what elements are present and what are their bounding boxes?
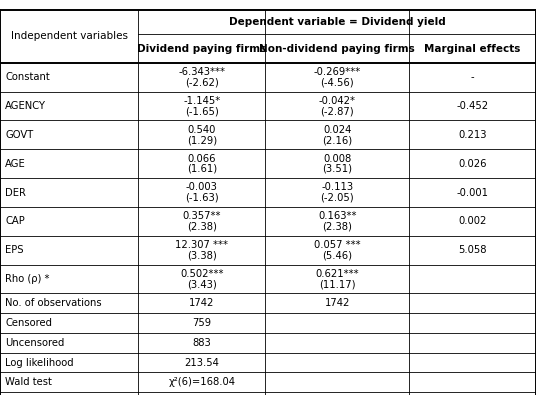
Text: (11.17): (11.17): [319, 279, 355, 289]
Text: CAP: CAP: [5, 216, 25, 226]
Text: 759: 759: [192, 318, 211, 328]
Text: 0.057 ***: 0.057 ***: [314, 240, 360, 250]
Text: Dependent variable = Dividend yield: Dependent variable = Dividend yield: [229, 17, 445, 27]
Text: GOVT: GOVT: [5, 130, 34, 140]
Text: 0.621***: 0.621***: [315, 269, 359, 279]
Text: DER: DER: [5, 188, 26, 198]
Text: 0.163**: 0.163**: [318, 211, 356, 221]
Text: -1.145*: -1.145*: [183, 96, 220, 106]
Text: -0.452: -0.452: [457, 101, 488, 111]
Text: χ²(6)=168.04: χ²(6)=168.04: [168, 377, 235, 387]
Text: (-2.87): (-2.87): [321, 106, 354, 116]
Text: -0.042*: -0.042*: [318, 96, 356, 106]
Text: Rho (ρ) *: Rho (ρ) *: [5, 274, 50, 284]
Text: (1.29): (1.29): [187, 135, 217, 145]
Text: Uncensored: Uncensored: [5, 338, 65, 348]
Text: -0.003: -0.003: [186, 182, 218, 192]
Text: Log likelihood: Log likelihood: [5, 357, 74, 368]
Text: (3.51): (3.51): [322, 164, 352, 174]
Text: (2.38): (2.38): [322, 222, 352, 231]
Text: 0.066: 0.066: [188, 154, 216, 164]
Text: 883: 883: [192, 338, 211, 348]
Text: 0.213: 0.213: [458, 130, 487, 140]
Text: 0.540: 0.540: [188, 125, 216, 135]
Text: 0.002: 0.002: [458, 216, 487, 226]
Text: 1742: 1742: [189, 298, 214, 308]
Text: AGE: AGE: [5, 159, 26, 169]
Text: -6.343***: -6.343***: [178, 67, 225, 77]
Text: Censored: Censored: [5, 318, 53, 328]
Text: Independent variables: Independent variables: [11, 31, 128, 41]
Text: 0.502***: 0.502***: [180, 269, 224, 279]
Text: AGENCY: AGENCY: [5, 101, 46, 111]
Text: -0.269***: -0.269***: [314, 67, 361, 77]
Text: Marginal effects: Marginal effects: [425, 43, 520, 54]
Text: Dividend paying firms: Dividend paying firms: [137, 43, 266, 54]
Text: 5.058: 5.058: [458, 245, 487, 255]
Text: -: -: [471, 72, 474, 82]
Text: (5.46): (5.46): [322, 250, 352, 260]
Text: (1.61): (1.61): [187, 164, 217, 174]
Text: (-2.62): (-2.62): [185, 77, 219, 87]
Text: -0.113: -0.113: [321, 182, 353, 192]
Text: -0.001: -0.001: [457, 188, 488, 198]
Text: Wald test: Wald test: [5, 377, 52, 387]
Text: 0.024: 0.024: [323, 125, 351, 135]
Text: (3.43): (3.43): [187, 279, 217, 289]
Text: 213.54: 213.54: [184, 357, 219, 368]
Text: (3.38): (3.38): [187, 250, 217, 260]
Text: 1742: 1742: [324, 298, 350, 308]
Text: (2.38): (2.38): [187, 222, 217, 231]
Text: Non-dividend paying firms: Non-dividend paying firms: [259, 43, 415, 54]
Text: (2.16): (2.16): [322, 135, 352, 145]
Text: (-2.05): (-2.05): [321, 193, 354, 203]
Text: Constant: Constant: [5, 72, 50, 82]
Text: EPS: EPS: [5, 245, 24, 255]
Text: 0.008: 0.008: [323, 154, 351, 164]
Text: (-4.56): (-4.56): [321, 77, 354, 87]
Text: (-1.65): (-1.65): [185, 106, 219, 116]
Text: 0.026: 0.026: [458, 159, 487, 169]
Text: 12.307 ***: 12.307 ***: [175, 240, 228, 250]
Text: 0.357**: 0.357**: [183, 211, 221, 221]
Text: No. of observations: No. of observations: [5, 298, 102, 308]
Text: (-1.63): (-1.63): [185, 193, 219, 203]
